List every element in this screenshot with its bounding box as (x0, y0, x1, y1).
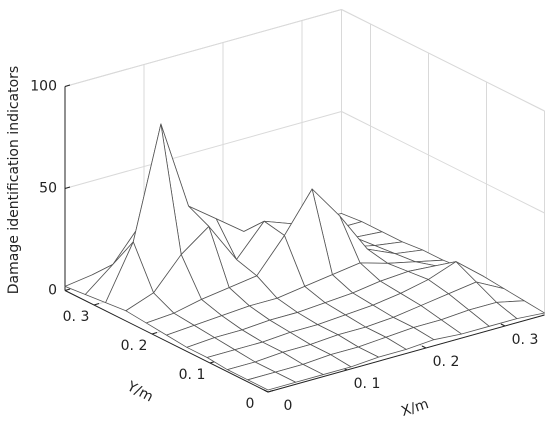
grid-line (341, 9, 545, 112)
grid-line (64, 9, 342, 87)
x-axis (267, 314, 545, 393)
y-tick-label: 0. 3 (63, 309, 90, 325)
grid-line (64, 111, 342, 189)
y-tick (93, 303, 100, 306)
y-axis (64, 290, 269, 393)
z-tick-label: 100 (30, 79, 57, 95)
x-axis-label: X/m (399, 396, 431, 420)
surface-patch (247, 371, 297, 391)
y-tick (151, 332, 158, 335)
x-tick-label: 0. 3 (512, 332, 539, 348)
x-tick (263, 389, 269, 393)
grid-line (341, 111, 545, 214)
y-tick-label: 0. 1 (179, 367, 206, 383)
x-tick (500, 323, 506, 327)
y-tick (267, 390, 274, 393)
z-axis-label: Damage identification indicators (6, 66, 22, 294)
x-tick-label: 0 (284, 398, 293, 414)
x-tick-label: 0. 1 (354, 376, 381, 392)
x-tick (421, 345, 427, 349)
x-tick-label: 0. 2 (433, 354, 460, 370)
z-tick (64, 288, 71, 291)
z-tick (64, 186, 71, 189)
y-tick-label: 0 (246, 396, 255, 412)
z-tick-label: 50 (39, 181, 57, 197)
y-axis-label: Y/m (123, 378, 155, 405)
z-tick (64, 84, 71, 87)
z-tick-label: 0 (48, 283, 57, 299)
y-tick-label: 0. 2 (121, 338, 148, 354)
